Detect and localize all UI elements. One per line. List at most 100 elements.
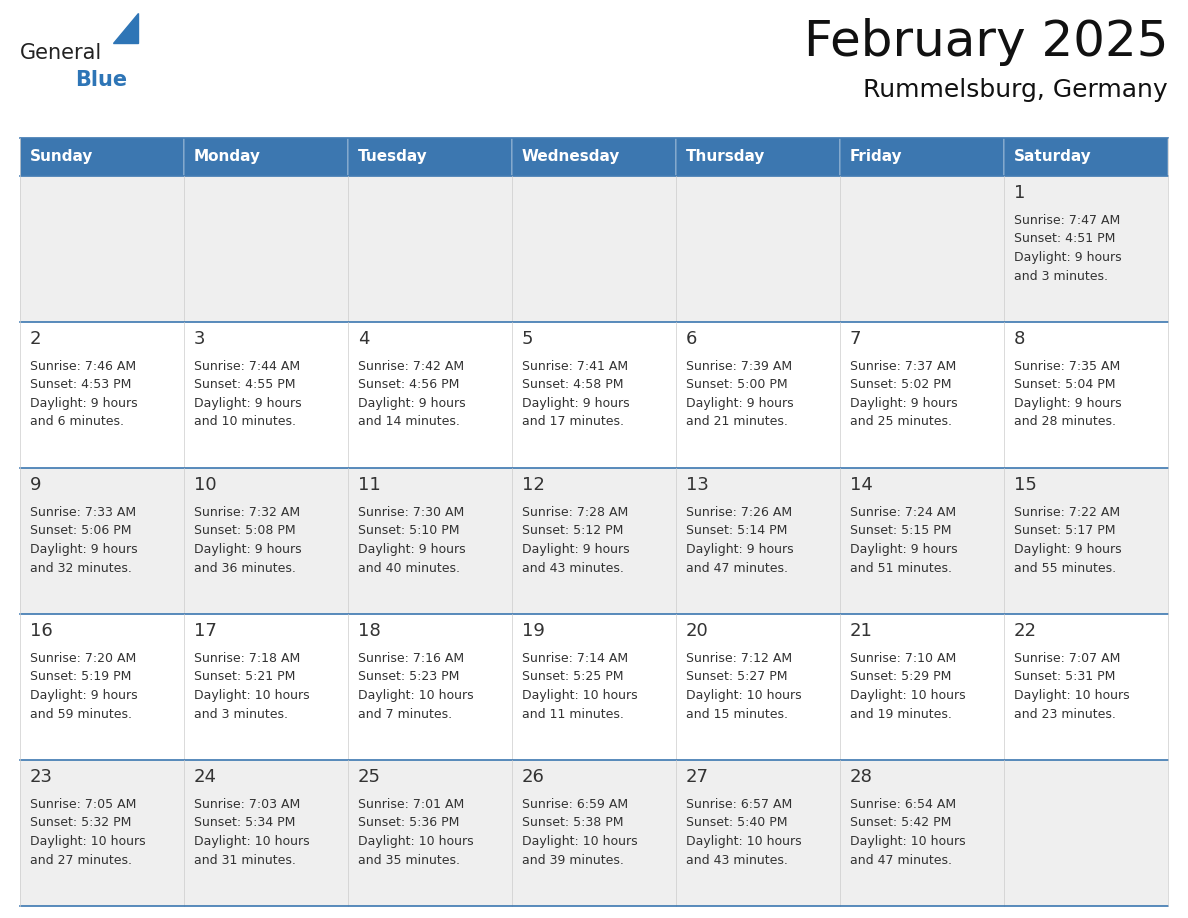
Text: Sunrise: 6:59 AM: Sunrise: 6:59 AM <box>522 798 628 811</box>
Text: Sunrise: 7:46 AM: Sunrise: 7:46 AM <box>30 360 137 373</box>
Text: and 14 minutes.: and 14 minutes. <box>358 416 460 429</box>
Text: and 43 minutes.: and 43 minutes. <box>522 562 624 575</box>
Text: 5: 5 <box>522 330 533 348</box>
Text: 16: 16 <box>30 622 52 640</box>
Text: Friday: Friday <box>849 150 903 164</box>
Text: Daylight: 9 hours: Daylight: 9 hours <box>1015 251 1121 264</box>
Text: 8: 8 <box>1015 330 1025 348</box>
Text: Sunset: 5:42 PM: Sunset: 5:42 PM <box>849 816 952 830</box>
Text: Sunrise: 7:39 AM: Sunrise: 7:39 AM <box>685 360 792 373</box>
Text: and 39 minutes.: and 39 minutes. <box>522 854 624 867</box>
Text: Daylight: 9 hours: Daylight: 9 hours <box>522 397 630 410</box>
Text: and 19 minutes.: and 19 minutes. <box>849 708 952 721</box>
Text: Sunset: 5:10 PM: Sunset: 5:10 PM <box>358 524 460 538</box>
Text: 23: 23 <box>30 768 53 786</box>
Text: Sunrise: 7:33 AM: Sunrise: 7:33 AM <box>30 506 137 519</box>
Text: Sunset: 5:19 PM: Sunset: 5:19 PM <box>30 670 132 684</box>
Text: Sunset: 5:23 PM: Sunset: 5:23 PM <box>358 670 460 684</box>
Text: Daylight: 9 hours: Daylight: 9 hours <box>30 543 138 556</box>
Text: 12: 12 <box>522 476 545 494</box>
Text: Sunrise: 7:14 AM: Sunrise: 7:14 AM <box>522 652 628 665</box>
Text: Daylight: 9 hours: Daylight: 9 hours <box>1015 397 1121 410</box>
Text: Saturday: Saturday <box>1013 150 1092 164</box>
Bar <box>1004 138 1168 176</box>
Text: Daylight: 10 hours: Daylight: 10 hours <box>1015 689 1130 702</box>
Text: 4: 4 <box>358 330 369 348</box>
Text: and 47 minutes.: and 47 minutes. <box>685 562 788 575</box>
Text: Sunset: 5:34 PM: Sunset: 5:34 PM <box>194 816 296 830</box>
Bar <box>348 138 512 176</box>
Text: Sunrise: 7:28 AM: Sunrise: 7:28 AM <box>522 506 628 519</box>
Text: Sunrise: 7:26 AM: Sunrise: 7:26 AM <box>685 506 792 519</box>
Text: and 32 minutes.: and 32 minutes. <box>30 562 132 575</box>
Text: Sunset: 5:17 PM: Sunset: 5:17 PM <box>1015 524 1116 538</box>
Text: Daylight: 9 hours: Daylight: 9 hours <box>685 543 794 556</box>
Text: 15: 15 <box>1015 476 1037 494</box>
Text: Sunrise: 7:01 AM: Sunrise: 7:01 AM <box>358 798 465 811</box>
Text: Sunrise: 7:24 AM: Sunrise: 7:24 AM <box>849 506 956 519</box>
Text: Sunrise: 7:12 AM: Sunrise: 7:12 AM <box>685 652 792 665</box>
Text: Sunset: 5:32 PM: Sunset: 5:32 PM <box>30 816 132 830</box>
Text: Daylight: 9 hours: Daylight: 9 hours <box>1015 543 1121 556</box>
Text: Daylight: 10 hours: Daylight: 10 hours <box>30 835 146 848</box>
Text: Sunset: 5:04 PM: Sunset: 5:04 PM <box>1015 378 1116 391</box>
Bar <box>20 468 1168 614</box>
Text: 24: 24 <box>194 768 217 786</box>
Text: 9: 9 <box>30 476 42 494</box>
Text: 21: 21 <box>849 622 873 640</box>
Text: Rummelsburg, Germany: Rummelsburg, Germany <box>864 78 1168 102</box>
Text: 28: 28 <box>849 768 873 786</box>
Text: 18: 18 <box>358 622 380 640</box>
Text: Daylight: 10 hours: Daylight: 10 hours <box>358 835 474 848</box>
Text: Sunrise: 7:03 AM: Sunrise: 7:03 AM <box>194 798 301 811</box>
Text: 10: 10 <box>194 476 216 494</box>
Text: Sunset: 5:00 PM: Sunset: 5:00 PM <box>685 378 788 391</box>
Bar <box>20 760 1168 906</box>
Bar <box>184 138 348 176</box>
Text: Sunrise: 6:54 AM: Sunrise: 6:54 AM <box>849 798 956 811</box>
Text: February 2025: February 2025 <box>803 18 1168 66</box>
Text: Sunrise: 7:20 AM: Sunrise: 7:20 AM <box>30 652 137 665</box>
Bar <box>20 176 1168 322</box>
Text: Sunrise: 6:57 AM: Sunrise: 6:57 AM <box>685 798 792 811</box>
Text: 11: 11 <box>358 476 380 494</box>
Text: 3: 3 <box>194 330 206 348</box>
Text: and 7 minutes.: and 7 minutes. <box>358 708 453 721</box>
Bar <box>840 138 1004 176</box>
Text: Daylight: 9 hours: Daylight: 9 hours <box>849 543 958 556</box>
Text: and 43 minutes.: and 43 minutes. <box>685 854 788 867</box>
Text: Daylight: 10 hours: Daylight: 10 hours <box>849 835 966 848</box>
Text: and 21 minutes.: and 21 minutes. <box>685 416 788 429</box>
Text: and 36 minutes.: and 36 minutes. <box>194 562 296 575</box>
Text: Daylight: 9 hours: Daylight: 9 hours <box>522 543 630 556</box>
Text: Daylight: 10 hours: Daylight: 10 hours <box>522 835 638 848</box>
Text: Daylight: 9 hours: Daylight: 9 hours <box>358 397 466 410</box>
Text: and 31 minutes.: and 31 minutes. <box>194 854 296 867</box>
Text: Sunset: 4:51 PM: Sunset: 4:51 PM <box>1015 232 1116 245</box>
Text: Sunset: 4:56 PM: Sunset: 4:56 PM <box>358 378 460 391</box>
Text: Sunset: 5:02 PM: Sunset: 5:02 PM <box>849 378 952 391</box>
Text: Sunset: 5:14 PM: Sunset: 5:14 PM <box>685 524 788 538</box>
Text: Sunrise: 7:32 AM: Sunrise: 7:32 AM <box>194 506 301 519</box>
Text: and 15 minutes.: and 15 minutes. <box>685 708 788 721</box>
Text: Sunrise: 7:22 AM: Sunrise: 7:22 AM <box>1015 506 1120 519</box>
Text: and 3 minutes.: and 3 minutes. <box>1015 270 1108 283</box>
Text: Sunrise: 7:05 AM: Sunrise: 7:05 AM <box>30 798 137 811</box>
Text: Daylight: 9 hours: Daylight: 9 hours <box>849 397 958 410</box>
Text: and 6 minutes.: and 6 minutes. <box>30 416 124 429</box>
Text: Daylight: 10 hours: Daylight: 10 hours <box>849 689 966 702</box>
Text: and 11 minutes.: and 11 minutes. <box>522 708 624 721</box>
Text: 27: 27 <box>685 768 709 786</box>
Text: and 55 minutes.: and 55 minutes. <box>1015 562 1116 575</box>
Text: Sunset: 5:25 PM: Sunset: 5:25 PM <box>522 670 624 684</box>
Text: Daylight: 9 hours: Daylight: 9 hours <box>194 543 302 556</box>
Text: 7: 7 <box>849 330 861 348</box>
Text: Sunset: 5:31 PM: Sunset: 5:31 PM <box>1015 670 1116 684</box>
Bar <box>512 138 676 176</box>
Text: 2: 2 <box>30 330 42 348</box>
Text: Blue: Blue <box>75 70 127 90</box>
Text: Tuesday: Tuesday <box>358 150 428 164</box>
Text: Daylight: 10 hours: Daylight: 10 hours <box>358 689 474 702</box>
Text: and 3 minutes.: and 3 minutes. <box>194 708 287 721</box>
Text: Daylight: 10 hours: Daylight: 10 hours <box>685 835 802 848</box>
